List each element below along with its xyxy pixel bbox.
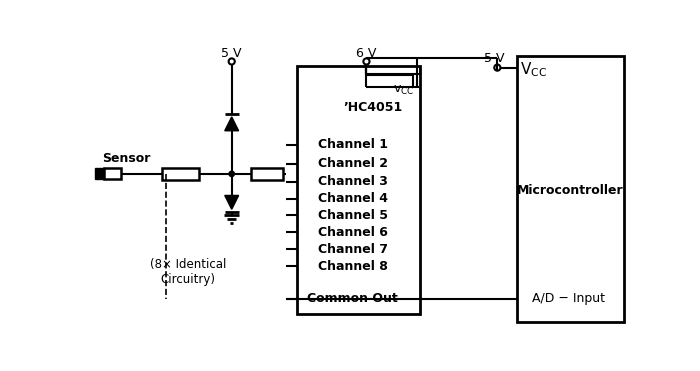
Text: Channel 2: Channel 2 [318, 157, 388, 170]
Circle shape [494, 65, 500, 71]
Text: 5 V: 5 V [484, 52, 505, 65]
Polygon shape [225, 196, 239, 209]
Text: Channel 4: Channel 4 [318, 192, 388, 205]
Text: (8× Identical
Circuitry): (8× Identical Circuitry) [150, 258, 226, 286]
Text: Common Out: Common Out [307, 292, 398, 305]
Text: Channel 6: Channel 6 [318, 226, 388, 239]
Text: $\mathsf{V_{CC}}$: $\mathsf{V_{CC}}$ [519, 60, 547, 79]
Text: Microcontroller: Microcontroller [517, 184, 624, 197]
Text: ’HC4051: ’HC4051 [344, 101, 402, 114]
Bar [94, 168, 104, 179]
Text: Sensor: Sensor [102, 152, 150, 165]
Text: Channel 5: Channel 5 [318, 209, 388, 222]
Bar [251, 168, 284, 180]
Text: 5 V: 5 V [221, 47, 242, 60]
Circle shape [363, 58, 370, 65]
Text: $\mathsf{v_{CC}}$: $\mathsf{v_{CC}}$ [393, 84, 414, 97]
Text: Channel 8: Channel 8 [318, 260, 388, 273]
Text: Channel 7: Channel 7 [318, 243, 388, 256]
Text: A/D − Input: A/D − Input [533, 292, 606, 305]
Circle shape [229, 171, 234, 177]
Bar [517, 56, 624, 322]
Text: Channel 3: Channel 3 [318, 175, 388, 188]
Bar [162, 168, 199, 180]
Circle shape [229, 58, 234, 65]
Bar [104, 168, 121, 179]
Text: 6 V: 6 V [356, 47, 377, 60]
Text: Channel 1: Channel 1 [318, 138, 388, 151]
Polygon shape [225, 117, 239, 131]
Bar [297, 66, 420, 314]
